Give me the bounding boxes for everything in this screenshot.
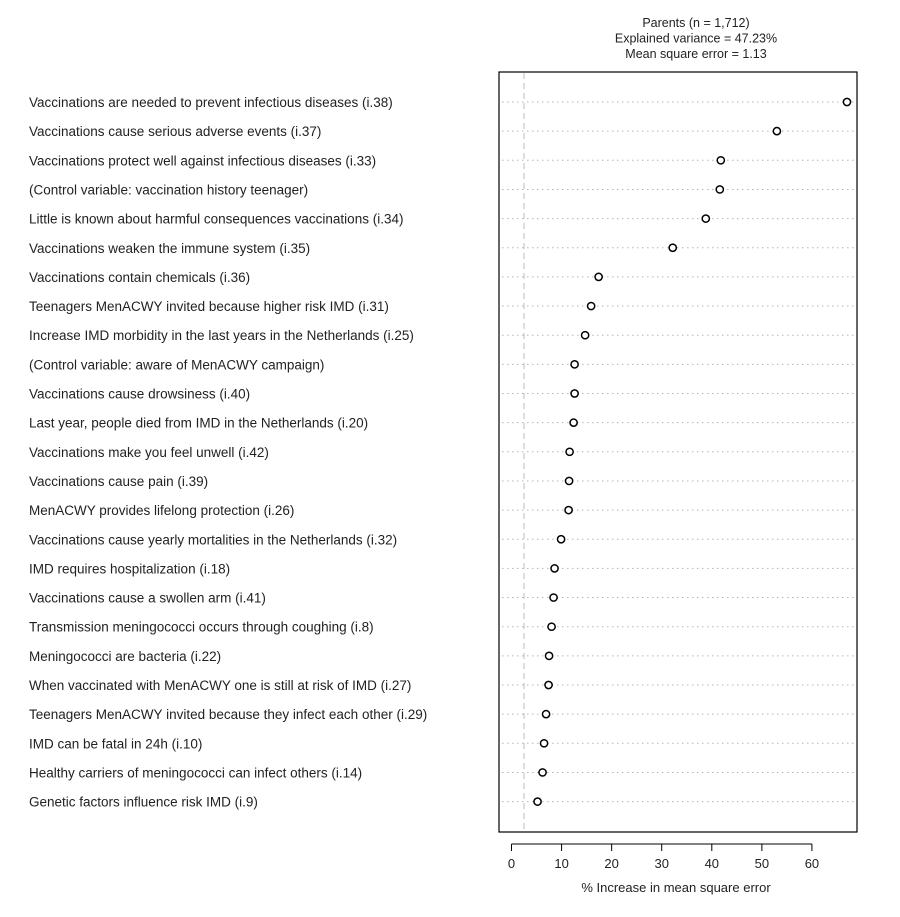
header-line: Mean square error = 1.13: [625, 47, 766, 61]
item-label: Genetic factors influence risk IMD (i.9): [29, 795, 258, 810]
x-tick-label: 0: [508, 856, 515, 871]
item-label: Transmission meningococci occurs through…: [29, 620, 374, 635]
row-guides: [502, 101, 854, 803]
item-label: (Control variable: aware of MenACWY camp…: [29, 357, 324, 372]
data-point: [538, 768, 547, 777]
item-label: Vaccinations cause a swollen arm (i.41): [29, 591, 266, 606]
item-label: IMD can be fatal in 24h (i.10): [29, 736, 202, 751]
item-label: When vaccinated with MenACWY one is stil…: [29, 678, 411, 693]
item-label: Vaccinations cause drowsiness (i.40): [29, 387, 250, 402]
item-label: Vaccinations protect well against infect…: [29, 153, 376, 168]
item-label: Vaccinations cause yearly mortalities in…: [29, 532, 397, 547]
data-point: [544, 651, 554, 661]
data-point: [569, 418, 578, 427]
data-point: [539, 738, 549, 748]
item-label: Vaccinations make you feel unwell (i.42): [29, 445, 269, 460]
x-tick-label: 40: [705, 856, 719, 871]
data-point: [565, 447, 574, 457]
data-point: [564, 505, 573, 515]
data-point: [549, 593, 558, 602]
x-tick-label: 60: [805, 856, 819, 871]
item-label: Teenagers MenACWY invited because higher…: [29, 299, 389, 314]
data-point: [541, 709, 551, 719]
data-point: [594, 272, 603, 282]
data-point: [550, 564, 559, 573]
x-axis-label: % Increase in mean square error: [581, 880, 771, 895]
item-label: Teenagers MenACWY invited because they i…: [29, 707, 427, 722]
data-point: [570, 389, 579, 398]
header-line: Explained variance = 47.23%: [615, 32, 777, 46]
data-point: [701, 214, 711, 223]
data-point: [564, 476, 574, 486]
item-label: Vaccinations are needed to prevent infec…: [29, 95, 393, 110]
item-label: (Control variable: vaccination history t…: [29, 182, 308, 197]
item-label: Healthy carriers of meningococci can inf…: [29, 765, 362, 780]
data-point: [772, 126, 782, 136]
data-point: [544, 680, 553, 690]
item-label: Vaccinations cause pain (i.39): [29, 474, 208, 489]
item-label: Vaccinations weaken the immune system (i…: [29, 241, 310, 256]
data-point: [842, 97, 852, 107]
chart-header: Parents (n = 1,712) Explained variance = …: [615, 16, 777, 61]
data-point: [586, 301, 596, 311]
item-label: Increase IMD morbidity in the last years…: [29, 328, 414, 343]
data-point: [533, 797, 542, 806]
data-point: [715, 185, 725, 194]
item-labels: Vaccinations are needed to prevent infec…: [29, 95, 427, 810]
plot-frame: [498, 71, 858, 833]
header-line: Parents (n = 1,712): [642, 16, 749, 30]
item-label: IMD requires hospitalization (i.18): [29, 561, 230, 576]
data-point: [556, 534, 566, 544]
data-point: [716, 155, 726, 165]
data-point: [580, 330, 590, 340]
data-points: [533, 97, 852, 806]
data-point: [668, 243, 678, 253]
x-tick-label: 10: [554, 856, 568, 871]
x-tick-label: 30: [654, 856, 668, 871]
item-label: Vaccinations contain chemicals (i.36): [29, 270, 250, 285]
x-tick-label: 50: [755, 856, 769, 871]
item-label: Meningococci are bacteria (i.22): [29, 649, 221, 664]
item-label: Last year, people died from IMD in the N…: [29, 416, 368, 431]
item-label: Little is known about harmful consequenc…: [29, 212, 403, 227]
data-point: [570, 360, 579, 369]
data-point: [547, 622, 556, 632]
x-tick-label: 20: [604, 856, 618, 871]
item-label: Vaccinations cause serious adverse event…: [29, 124, 321, 139]
item-label: MenACWY provides lifelong protection (i.…: [29, 503, 294, 518]
x-axis: 0 10 20 30 40 50 60: [508, 843, 819, 871]
